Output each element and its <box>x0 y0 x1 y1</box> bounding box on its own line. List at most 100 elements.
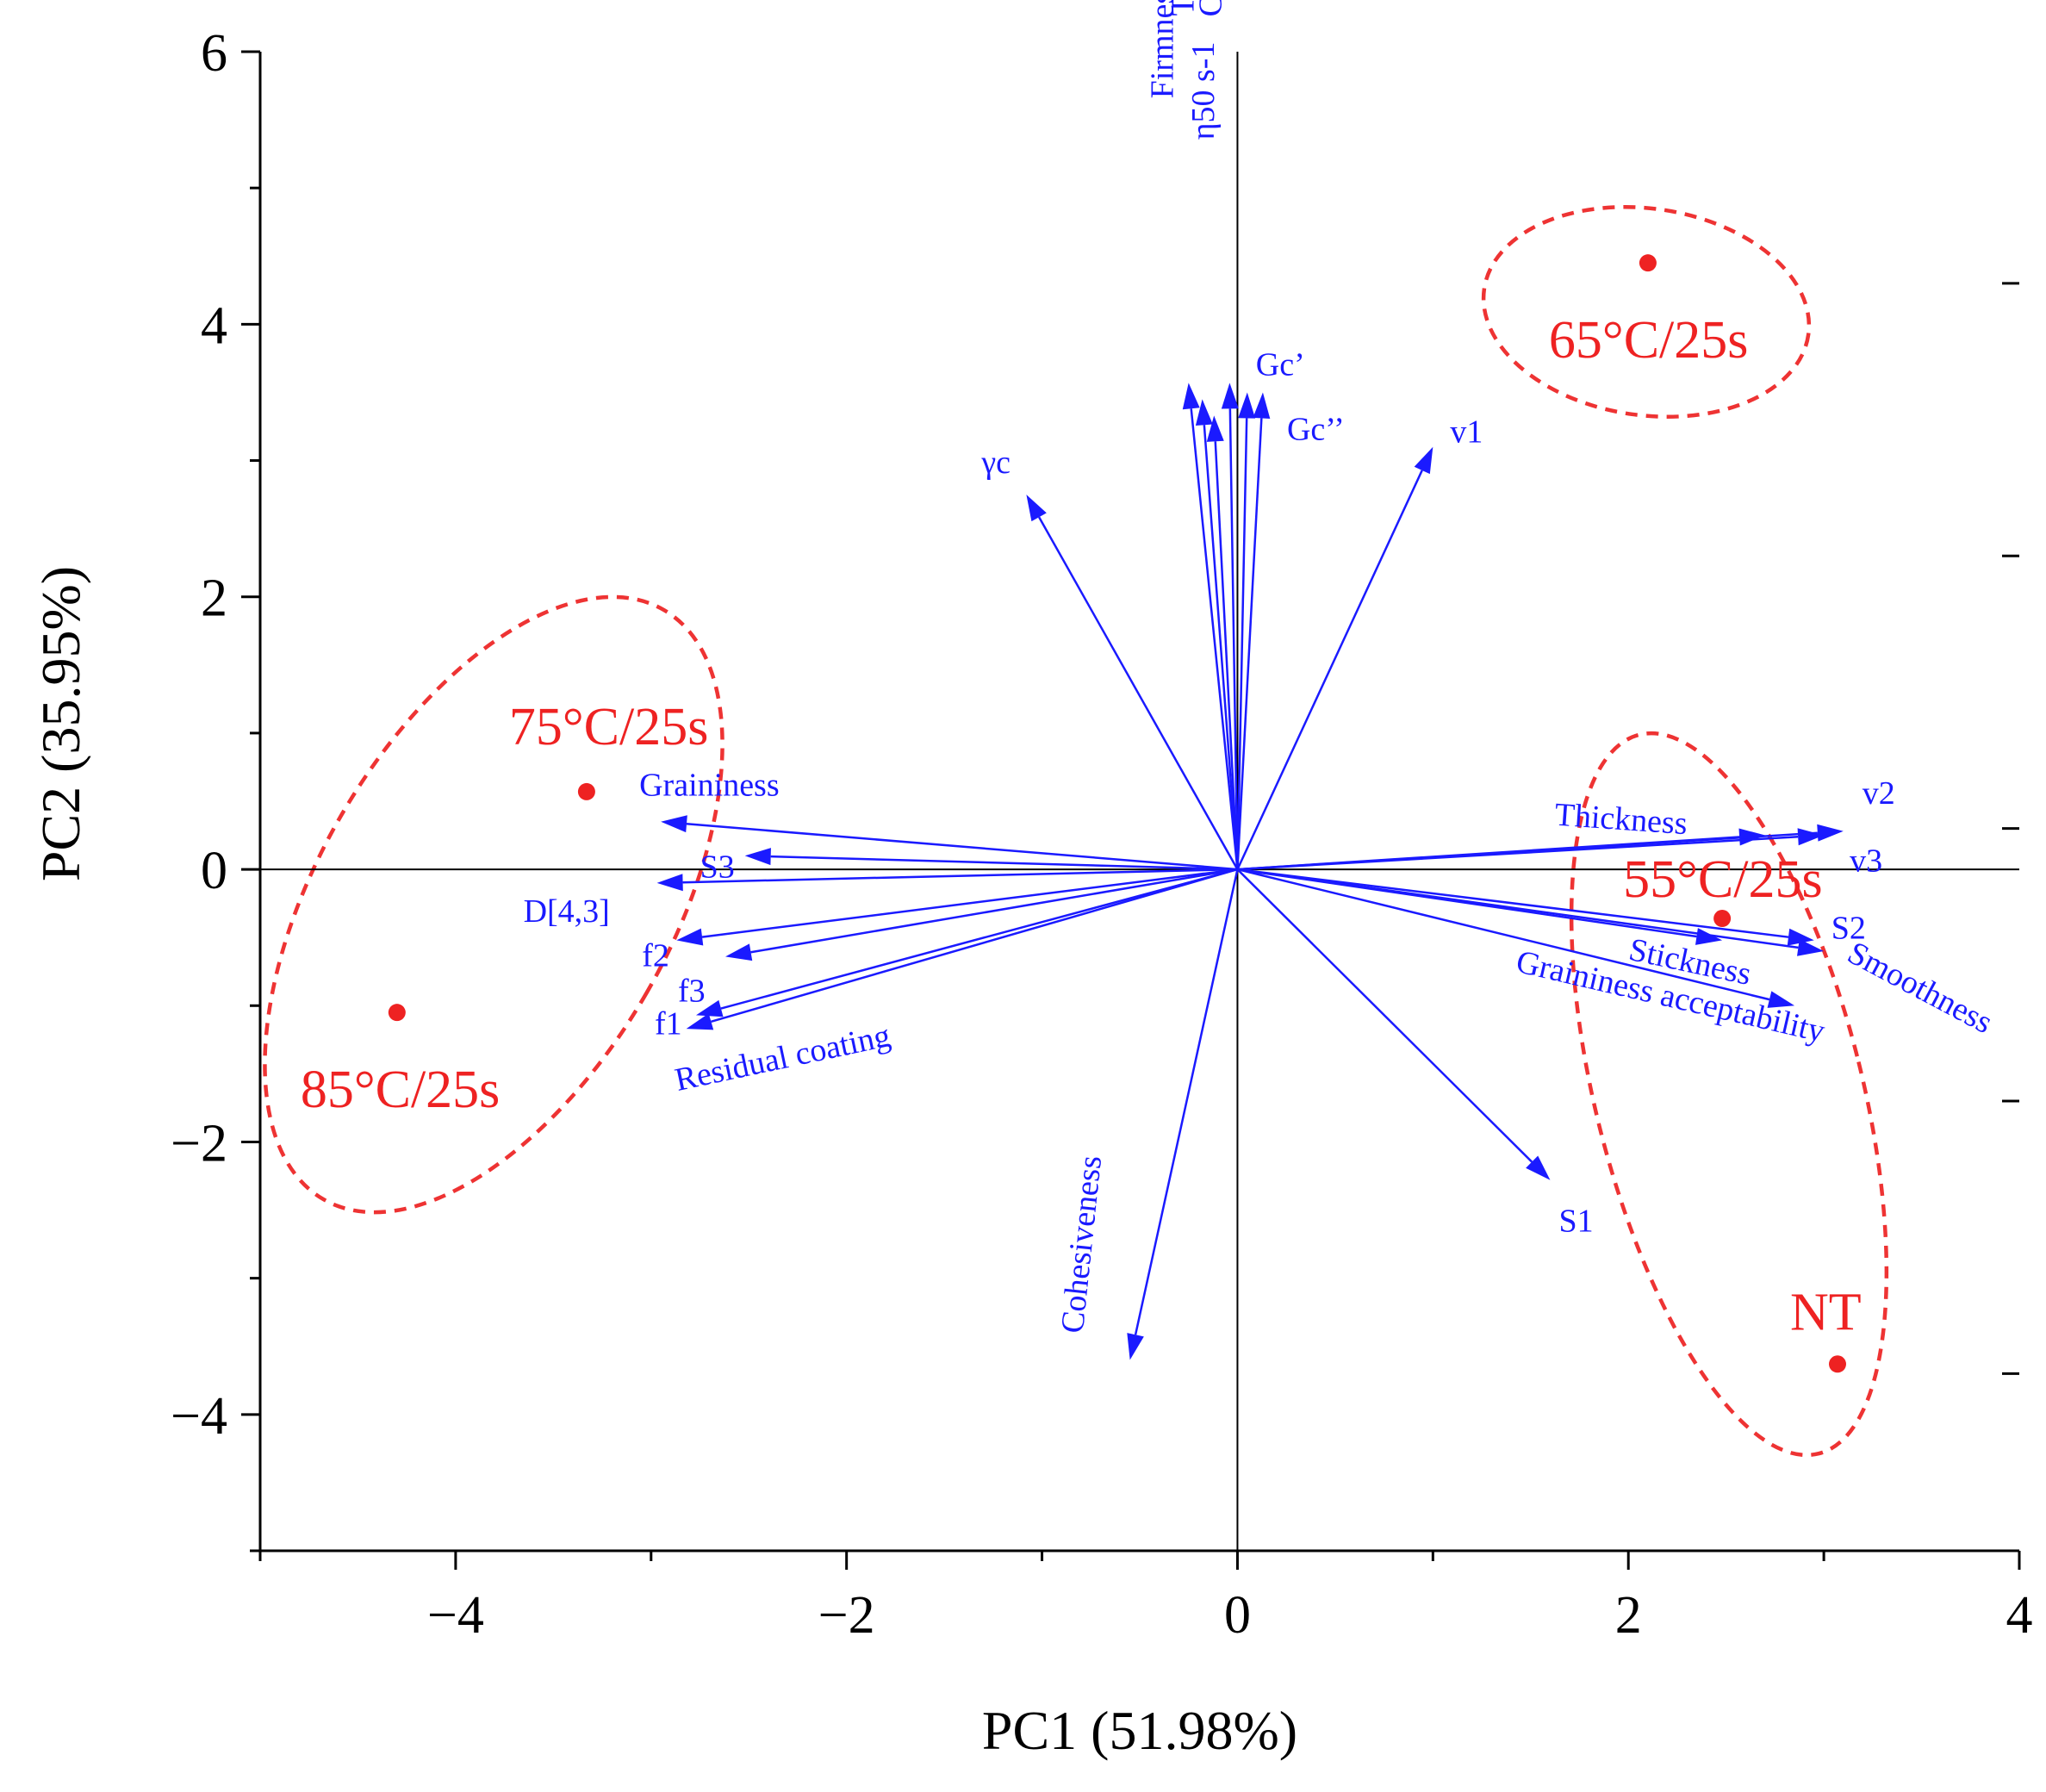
loading-line <box>1237 836 1799 871</box>
sample-label: 55°C/25s <box>1623 850 1823 909</box>
loading-label: v1 <box>1450 414 1483 451</box>
loading-label: Smoothness <box>1842 935 1999 1041</box>
loading-line <box>1236 470 1423 870</box>
y-tick-label: 0 <box>201 842 227 900</box>
loading-vector: D[4,3] <box>524 868 1238 930</box>
loading-label: γc <box>980 445 1011 481</box>
sample-point: NT <box>1790 1283 1862 1373</box>
sample-point: 55°C/25s <box>1623 850 1823 928</box>
sample-label: 75°C/25s <box>509 698 709 756</box>
loading-line <box>701 868 1238 938</box>
loading-vector: Smoothness <box>1237 868 1999 1041</box>
cluster-ellipses <box>263 205 1889 1458</box>
loading-line <box>1236 418 1263 870</box>
loading-arrowhead <box>1127 1333 1144 1360</box>
loading-label: D[4,3] <box>524 893 610 930</box>
loading-arrowhead <box>1026 495 1047 522</box>
loading-vector: v1 <box>1236 414 1483 870</box>
sample-points: 65°C/25s 75°C/25s 85°C/25s 55°C/25s NT <box>301 254 1862 1373</box>
loading-line <box>1236 868 1533 1163</box>
loading-label: Thixotropic loop <box>1166 0 1202 16</box>
sample-label: 85°C/25s <box>301 1061 501 1119</box>
loading-vector: f1 <box>655 868 1238 1042</box>
loading-arrowhead <box>1206 415 1224 442</box>
y-tick-label: −4 <box>171 1387 227 1446</box>
loading-line <box>1190 408 1239 870</box>
x-tick-label: 4 <box>2006 1586 2033 1645</box>
loading-line <box>750 868 1238 954</box>
loading-arrowhead <box>724 943 753 961</box>
sample-point: 75°C/25s <box>509 698 709 800</box>
loading-arrowhead <box>1695 928 1723 945</box>
loading-vector: Firmness <box>1145 0 1239 870</box>
y-axis-title: PC2 (35.95%) <box>30 566 91 881</box>
cluster-65 <box>1481 205 1812 419</box>
y-tick-label: 2 <box>201 569 227 628</box>
x-tick-label: 0 <box>1224 1586 1251 1645</box>
loading-arrowhead <box>1767 991 1795 1008</box>
loading-label: S1 <box>1558 1204 1593 1240</box>
y-tick-label: 6 <box>201 24 227 83</box>
loading-arrowhead <box>744 848 771 866</box>
loading-vector: v3 <box>1237 828 1882 880</box>
sample-label: NT <box>1790 1283 1862 1341</box>
sample-dot <box>388 1004 406 1022</box>
loading-label: S2 <box>1831 910 1866 946</box>
loading-line <box>1236 418 1248 870</box>
loading-arrowhead <box>695 999 724 1017</box>
loading-label: Graininess <box>639 768 780 804</box>
loading-vector: Cohesiveness <box>1054 868 1239 1360</box>
zero-lines <box>260 52 2019 1551</box>
axes <box>258 52 2019 1552</box>
loading-line <box>720 868 1238 1010</box>
loading-label: Gc’ <box>1256 346 1305 383</box>
cluster-55-nt <box>1569 731 1889 1458</box>
loading-arrowhead <box>1221 383 1239 409</box>
x-tick-label: 2 <box>1615 1586 1642 1645</box>
loading-arrowhead <box>1797 828 1825 846</box>
loading-line <box>686 822 1238 871</box>
loading-label: f1 <box>655 1005 682 1042</box>
loading-label: f3 <box>678 973 706 1009</box>
loading-vector: S3 <box>700 848 1238 885</box>
loading-vector: Graininess <box>639 768 1238 871</box>
sample-point: 85°C/25s <box>301 1004 501 1119</box>
ticks: −4 −2 0 2 4 −4 −2 0 2 4 6 <box>171 24 2032 1645</box>
sample-label: 65°C/25s <box>1549 311 1749 370</box>
loading-vector: Gc’’ <box>1236 392 1345 870</box>
loading-line <box>711 868 1238 1024</box>
loading-vectors: FirmnessThixotropic loop η50 s-1 Consisten… <box>524 0 1999 1360</box>
loading-line <box>1134 868 1239 1335</box>
loading-vector: S2 <box>1237 868 1866 946</box>
loading-arrowhead <box>1195 399 1213 426</box>
loading-label: Thickness <box>1553 797 1688 843</box>
loading-vector: f3 <box>678 868 1238 1009</box>
loading-line <box>1237 868 1789 938</box>
loading-line <box>770 855 1238 871</box>
sample-point: 65°C/25s <box>1549 254 1749 370</box>
loading-line <box>1214 441 1239 870</box>
loading-vector: Residual coating <box>672 868 1238 1098</box>
loading-label: Firmness <box>1145 0 1181 98</box>
sample-dot <box>577 782 595 800</box>
x-tick-label: −4 <box>427 1586 484 1645</box>
loading-label: Cohesiveness <box>1054 1154 1109 1335</box>
loading-arrowhead <box>1817 824 1844 842</box>
x-tick-label: −2 <box>818 1586 875 1645</box>
loading-vector: S1 <box>1236 868 1594 1240</box>
loading-arrowhead <box>1238 392 1256 419</box>
loading-label: v2 <box>1863 775 1895 812</box>
y-tick-label: −2 <box>171 1114 227 1173</box>
loading-arrowhead <box>1787 928 1814 946</box>
loading-label: Consistency <box>1192 0 1228 16</box>
sample-dot <box>1828 1355 1846 1373</box>
loading-vector: Gc’ <box>1236 346 1305 870</box>
loading-vector: γc <box>980 445 1239 870</box>
loading-line <box>1237 868 1770 1001</box>
loading-arrowhead <box>1253 392 1271 419</box>
loading-line <box>1237 868 1697 938</box>
loading-arrowhead <box>686 1013 714 1030</box>
loading-line <box>1203 425 1239 870</box>
loading-arrowhead <box>1526 1155 1551 1180</box>
